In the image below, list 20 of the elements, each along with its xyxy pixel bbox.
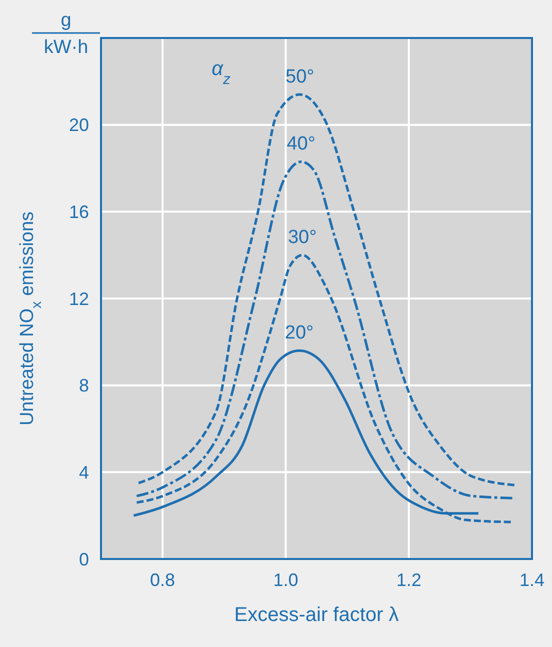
y-tick-label: 8 [78,376,89,396]
y-tick-label: 12 [68,288,89,309]
series-label: 20° [284,322,314,344]
x-tick-label: 1.4 [519,570,545,590]
series-label: 50° [286,66,314,88]
annotation: α$_{z}$ [212,58,232,88]
x-axis-title: Excess-air factor λ [234,604,399,626]
x-tick-label: 0.8 [150,570,176,590]
series-label: 30° [288,227,317,248]
y-tick-label: 0 [78,549,89,570]
line-series [137,93,517,486]
series-label: 40° [286,134,316,155]
y-tick-label: 20 [68,115,89,136]
line-series [135,160,517,500]
x-tick-label: 1.2 [396,570,422,590]
x-tick-label: 1.0 [273,570,298,590]
text: g [60,10,72,31]
text: kW·h [44,37,88,58]
y-tick-label: 16 [68,202,89,222]
y-tick-label: 4 [78,462,89,483]
